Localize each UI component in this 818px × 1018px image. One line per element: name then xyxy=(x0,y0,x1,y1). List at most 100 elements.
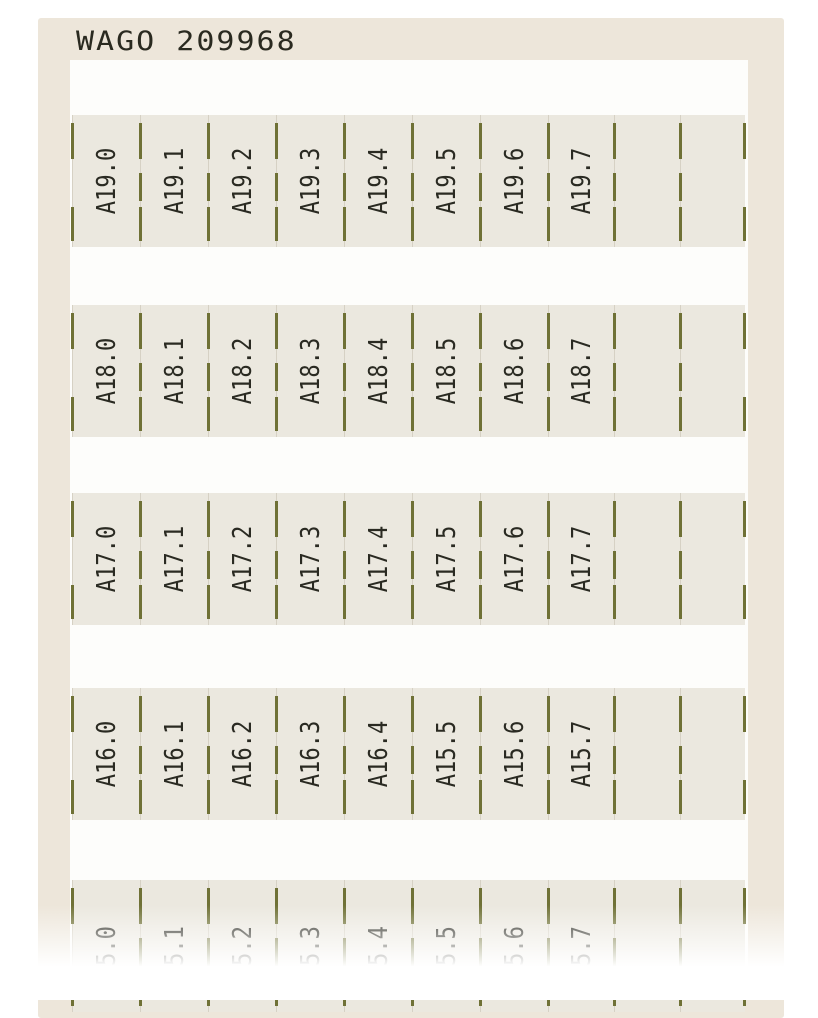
cut-mark xyxy=(679,207,682,241)
marker-label: A18.6 xyxy=(500,337,530,405)
marker-cell: A15.6 xyxy=(480,688,549,820)
cut-mark xyxy=(71,313,74,349)
marker-cell: A17.2 xyxy=(208,493,277,625)
cut-mark xyxy=(275,585,278,619)
cut-mark xyxy=(343,207,346,241)
cut-mark xyxy=(679,746,682,774)
cut-mark xyxy=(479,397,482,431)
marker-cell: A19.4 xyxy=(344,115,413,247)
marker-label: A18.0 xyxy=(92,337,122,405)
cut-mark xyxy=(679,696,682,732)
marker-cell: A19.7 xyxy=(548,115,615,247)
cut-mark xyxy=(139,585,142,619)
marker-cell: A19.3 xyxy=(276,115,345,247)
marker-label: A17.0 xyxy=(92,525,122,593)
marker-cell xyxy=(614,688,681,820)
cut-mark xyxy=(411,780,414,814)
cut-mark xyxy=(479,696,482,732)
cut-mark xyxy=(743,585,746,619)
marker-label: A16.1 xyxy=(160,720,190,788)
cut-mark xyxy=(679,173,682,201)
cut-mark xyxy=(613,696,616,732)
cut-mark xyxy=(411,207,414,241)
cut-mark xyxy=(275,501,278,537)
cut-mark xyxy=(411,551,414,579)
marker-label: A15.5 xyxy=(432,720,462,788)
cut-mark xyxy=(613,780,616,814)
marker-cell: A16.4 xyxy=(344,688,413,820)
marker-label: A17.4 xyxy=(364,525,394,593)
cut-mark xyxy=(679,397,682,431)
cut-mark xyxy=(613,123,616,159)
marker-cell: A18.1 xyxy=(140,305,209,437)
cut-mark xyxy=(411,501,414,537)
marker-cell: A18.7 xyxy=(548,305,615,437)
marker-label: A18.1 xyxy=(160,337,190,405)
marker-label: A18.5 xyxy=(432,337,462,405)
cut-mark xyxy=(139,501,142,537)
marker-label: A15.7 xyxy=(567,720,597,788)
cut-mark xyxy=(411,585,414,619)
marker-cell: A16.2 xyxy=(208,688,277,820)
cut-mark xyxy=(613,501,616,537)
cut-mark xyxy=(479,123,482,159)
marker-label: A17.1 xyxy=(160,525,190,593)
marker-cell: A17.3 xyxy=(276,493,345,625)
cut-mark xyxy=(547,551,550,579)
cut-mark xyxy=(679,501,682,537)
marker-cell xyxy=(680,305,745,437)
cut-mark xyxy=(613,363,616,391)
cut-mark xyxy=(207,123,210,159)
cut-mark xyxy=(743,780,746,814)
marker-label: A17.2 xyxy=(228,525,258,593)
marker-cell xyxy=(680,688,745,820)
cut-mark xyxy=(71,696,74,732)
cut-mark xyxy=(411,173,414,201)
cut-mark xyxy=(139,780,142,814)
marker-cell: A19.1 xyxy=(140,115,209,247)
cut-mark xyxy=(547,780,550,814)
cut-mark xyxy=(613,207,616,241)
marker-cell: A18.6 xyxy=(480,305,549,437)
marker-label: A16.3 xyxy=(296,720,326,788)
cut-mark xyxy=(743,207,746,241)
cut-mark xyxy=(275,313,278,349)
cut-mark xyxy=(479,501,482,537)
cut-mark xyxy=(479,551,482,579)
cut-mark xyxy=(343,363,346,391)
cut-mark xyxy=(547,501,550,537)
cut-mark xyxy=(207,313,210,349)
cut-mark xyxy=(547,397,550,431)
cut-mark xyxy=(71,585,74,619)
cut-mark xyxy=(479,585,482,619)
cut-mark xyxy=(343,397,346,431)
marker-cell: A18.5 xyxy=(412,305,481,437)
cut-mark xyxy=(139,551,142,579)
cut-mark xyxy=(547,123,550,159)
cut-mark xyxy=(679,780,682,814)
cut-mark xyxy=(71,780,74,814)
cut-mark xyxy=(743,313,746,349)
cut-mark xyxy=(679,551,682,579)
cut-mark xyxy=(207,501,210,537)
cut-mark xyxy=(343,123,346,159)
cut-mark xyxy=(547,207,550,241)
cut-mark xyxy=(411,397,414,431)
cut-mark xyxy=(207,397,210,431)
marker-cell: A17.6 xyxy=(480,493,549,625)
cut-mark xyxy=(71,207,74,241)
marker-cell: A16.0 xyxy=(72,688,141,820)
cut-mark xyxy=(343,501,346,537)
marker-label: A19.7 xyxy=(567,147,597,215)
marker-cell: A17.0 xyxy=(72,493,141,625)
cut-mark xyxy=(547,363,550,391)
cut-mark xyxy=(613,585,616,619)
cut-mark xyxy=(479,207,482,241)
cut-mark xyxy=(343,780,346,814)
marker-cell xyxy=(680,493,745,625)
cut-mark xyxy=(139,173,142,201)
marker-label: A17.7 xyxy=(567,525,597,593)
cut-mark xyxy=(679,363,682,391)
marker-label: A15.6 xyxy=(500,720,530,788)
cut-mark xyxy=(479,313,482,349)
